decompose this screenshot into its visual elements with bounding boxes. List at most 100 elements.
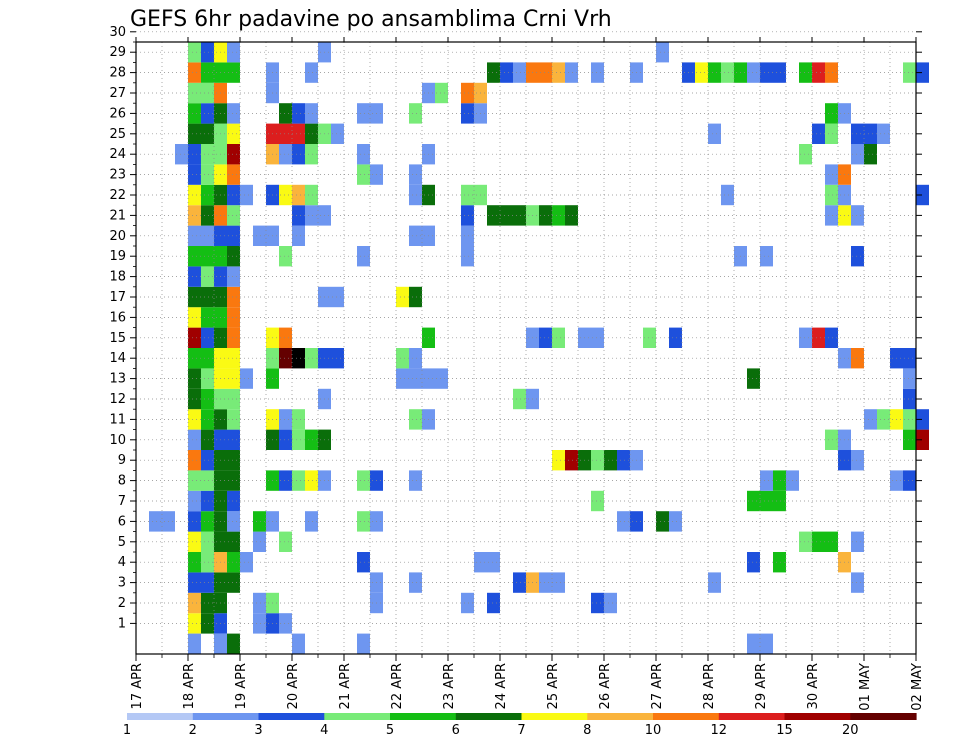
y-tick-label: 29 (109, 45, 126, 60)
heatmap-cell (877, 409, 890, 430)
heatmap-cell (201, 286, 214, 308)
heatmap-cell (188, 103, 201, 124)
heatmap-cell (799, 62, 812, 83)
heatmap-cell (487, 552, 500, 573)
heatmap-cell (292, 348, 305, 369)
heatmap-cell (188, 144, 201, 165)
heatmap-cell (201, 409, 214, 430)
heatmap-cell (552, 450, 565, 471)
heatmap-cell (227, 42, 240, 63)
heatmap-cell (864, 144, 877, 165)
colorbar-swatch (653, 713, 720, 720)
heatmap-cell (188, 164, 201, 185)
colorbar-swatch (455, 713, 523, 720)
heatmap-cell (227, 490, 240, 512)
heatmap-cell (669, 327, 682, 348)
heatmap-cell (591, 490, 604, 512)
heatmap-cell (513, 62, 526, 83)
heatmap-cell (201, 592, 214, 614)
heatmap-cell (188, 307, 201, 328)
heatmap-cell (305, 348, 318, 369)
heatmap-cell (825, 327, 838, 348)
heatmap-cell (188, 205, 201, 226)
heatmap-cell (305, 144, 318, 165)
heatmap-cell (500, 62, 513, 83)
colorbar-swatch (784, 713, 851, 720)
heatmap-cell (201, 613, 214, 634)
heatmap-cell (916, 62, 929, 83)
heatmap-cell (461, 225, 474, 246)
heatmap-cell (903, 348, 916, 369)
heatmap-cell (188, 531, 201, 552)
y-tick-label: 12 (109, 392, 126, 407)
heatmap-cell (487, 205, 500, 226)
heatmap-cell (331, 286, 344, 308)
heatmap-cell (201, 184, 214, 206)
heatmap-cell (851, 246, 864, 267)
heatmap-cell (877, 123, 890, 144)
heatmap-cell (331, 123, 344, 144)
heatmap-cell (461, 184, 474, 206)
heatmap-cell (188, 511, 201, 532)
heatmap-cell (513, 388, 526, 410)
heatmap-cell (188, 409, 201, 430)
heatmap-cell (253, 531, 266, 552)
heatmap-cell (201, 42, 214, 63)
heatmap-cell (565, 62, 578, 83)
heatmap-cell (799, 531, 812, 552)
heatmap-cell (188, 633, 201, 654)
heatmap-cell (396, 286, 409, 308)
y-tick-label: 28 (109, 66, 126, 81)
heatmap-cell (409, 103, 422, 124)
heatmap-cell (227, 633, 240, 654)
y-tick-label: 15 (109, 331, 126, 346)
x-tick-label: 30 APR (806, 663, 821, 709)
heatmap-cell (409, 184, 422, 206)
heatmap-cell (279, 246, 292, 267)
heatmap-cell (188, 552, 201, 573)
colorbar-swatch (521, 713, 588, 720)
heatmap-cell (643, 327, 656, 348)
y-tick-label: 7 (118, 494, 126, 509)
x-tick-label: 24 APR (494, 663, 509, 709)
heatmap-cell (825, 531, 838, 552)
heatmap-cell (305, 103, 318, 124)
heatmap-cell (747, 490, 760, 512)
heatmap-cell (851, 450, 864, 471)
heatmap-cell (305, 184, 318, 206)
heatmap-cell (708, 572, 721, 593)
heatmap-cell (591, 592, 604, 614)
heatmap-cell (305, 62, 318, 83)
heatmap-cell (656, 511, 669, 532)
heatmap-cell (279, 470, 292, 491)
heatmap-cell (175, 144, 188, 165)
y-tick-label: 9 (118, 453, 126, 468)
heatmap-cell (305, 429, 318, 450)
x-tick-label: 20 APR (286, 663, 301, 709)
colorbar-swatch (324, 713, 391, 720)
heatmap-cell (825, 103, 838, 124)
colorbar: 1 2 3 4 5 6 7 8 10 12 15 20 (123, 713, 917, 738)
heatmap-cell (409, 348, 422, 369)
heatmap-cell (201, 103, 214, 124)
heatmap-cells (149, 42, 929, 654)
heatmap-cell (461, 592, 474, 614)
heatmap-cell (760, 246, 773, 267)
heatmap-cell (409, 368, 422, 389)
colorbar-swatch (390, 713, 457, 720)
heatmap-cell (513, 572, 526, 593)
heatmap-cell (851, 123, 864, 144)
heatmap-cell (227, 184, 240, 206)
heatmap-cell (435, 82, 448, 104)
heatmap-cell (409, 409, 422, 430)
heatmap-cell (227, 531, 240, 552)
heatmap-cell (188, 490, 201, 512)
heatmap-cell (201, 490, 214, 512)
heatmap-cell (825, 62, 838, 83)
heatmap-cell (227, 327, 240, 348)
y-tick-label: 27 (109, 86, 126, 101)
heatmap-cell (409, 225, 422, 246)
colorbar-swatch (192, 713, 260, 720)
heatmap-cell (201, 307, 214, 328)
heatmap-cell (188, 429, 201, 450)
